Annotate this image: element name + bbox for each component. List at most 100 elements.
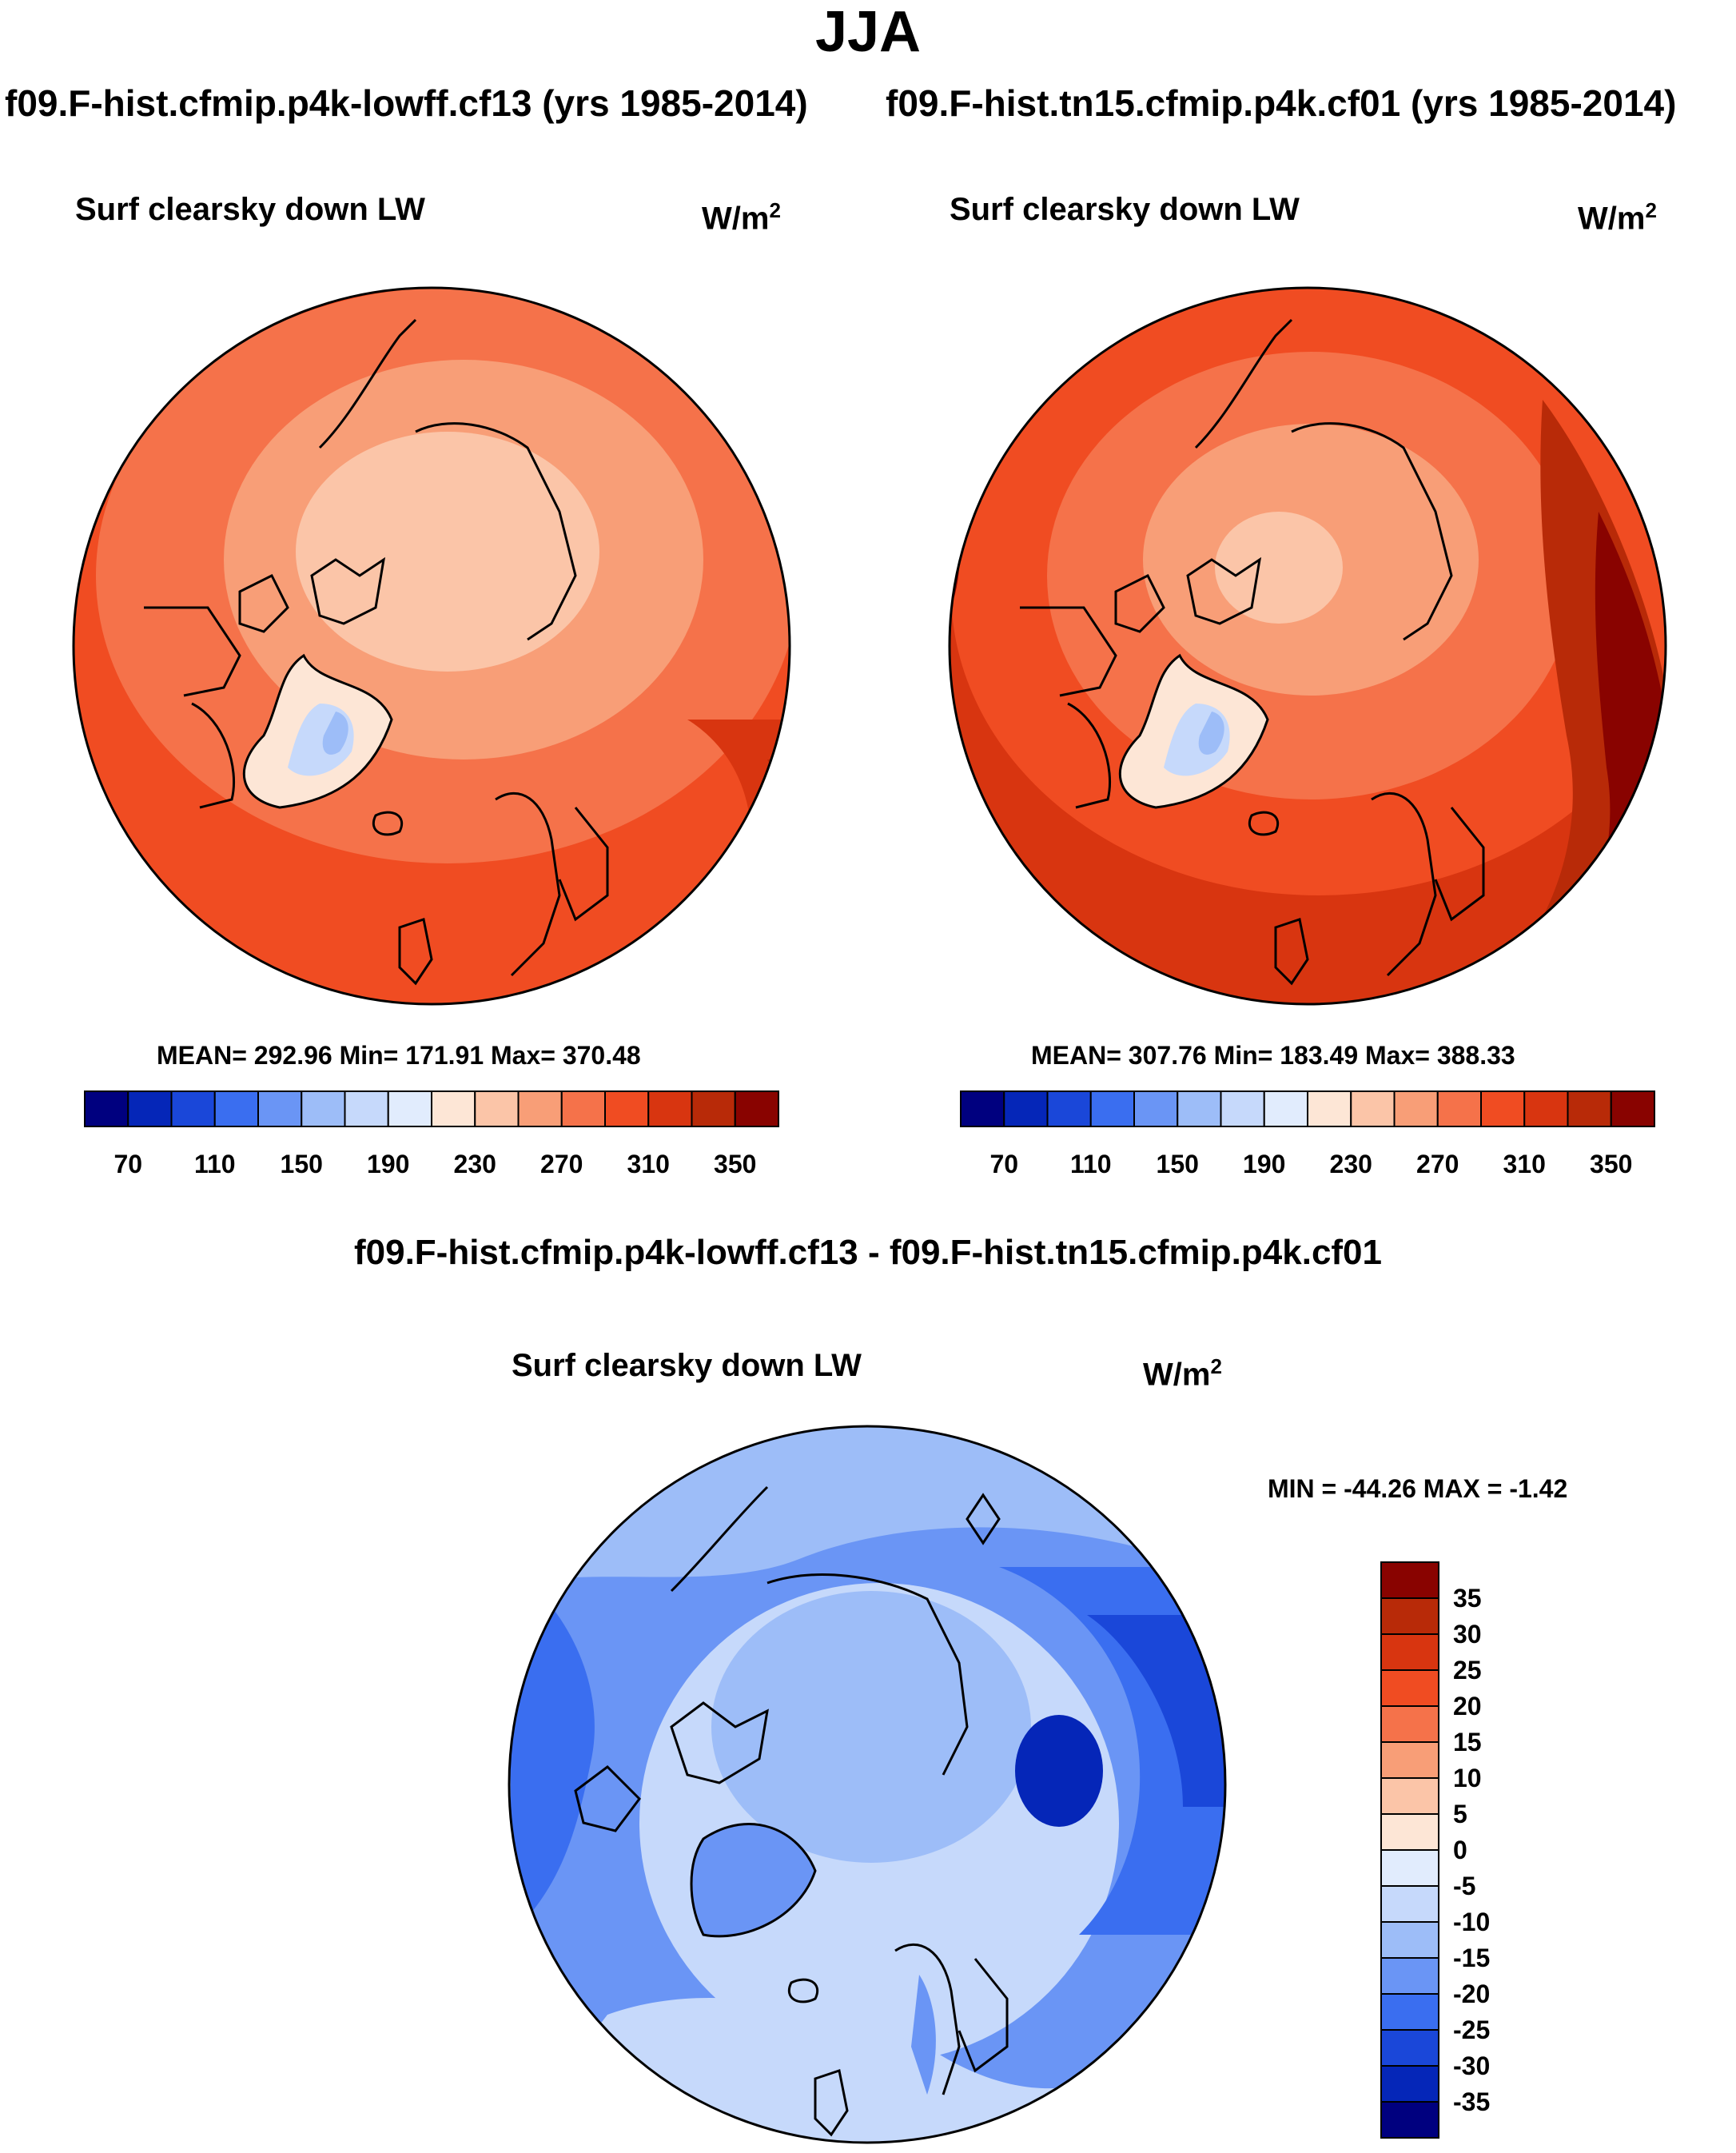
left-colorbar: 70 110 150 190 230 270 310 350	[84, 1090, 779, 1178]
left-colorbar-label: 350	[714, 1150, 756, 1178]
diff-colorbar-box	[1380, 1705, 1439, 1743]
left-colorbar-box	[691, 1090, 736, 1127]
diff-colorbar-box	[1380, 1777, 1439, 1815]
left-colorbar-box	[84, 1090, 129, 1127]
right-colorbar-label: 70	[989, 1150, 1018, 1178]
left-colorbar-box	[647, 1090, 693, 1127]
diff-colorbar-label: 25	[1453, 1656, 1482, 1685]
left-units-base: W/m	[702, 201, 770, 237]
left-colorbar-box	[517, 1090, 563, 1127]
diff-colorbar-label: -5	[1453, 1872, 1475, 1900]
right-colorbar-box	[1003, 1090, 1049, 1127]
diff-colorbar-box	[1380, 2065, 1439, 2103]
diff-colorbar-label: 15	[1453, 1728, 1482, 1756]
left-colorbar-box	[344, 1090, 389, 1127]
diff-colorbar-box	[1380, 1957, 1439, 1995]
right-colorbar-label: 270	[1416, 1150, 1459, 1178]
diff-colorbar-box	[1380, 1813, 1439, 1851]
left-colorbar-box	[301, 1090, 346, 1127]
diff-units: W/m2	[1143, 1354, 1222, 1393]
left-colorbar-box	[127, 1090, 173, 1127]
diff-polar-map	[508, 1425, 1227, 2144]
right-colorbar-box	[1307, 1090, 1352, 1127]
left-colorbar-label: 270	[540, 1150, 583, 1178]
left-colorbar-box	[604, 1090, 650, 1127]
diff-colorbar-box	[1380, 1741, 1439, 1779]
right-colorbar-box	[1263, 1090, 1308, 1127]
right-colorbar-box	[1523, 1090, 1569, 1127]
diff-colorbar-label: -35	[1453, 2087, 1490, 2116]
right-variable-title: Surf clearsky down LW	[950, 192, 1300, 227]
right-colorbar-box	[1436, 1090, 1482, 1127]
right-colorbar-label: 110	[1070, 1150, 1112, 1178]
diff-colorbar: 35 30 25 20 15 10 5 0 -5 -10 -15 -20 -25 -30 -35	[1380, 1561, 1490, 2139]
diff-colorbar-label: 0	[1453, 1836, 1467, 1864]
left-units-exp: 2	[769, 198, 781, 222]
diff-colorbar-label: -30	[1453, 2051, 1490, 2080]
right-colorbar-box	[1350, 1090, 1396, 1127]
diff-colorbar-label: 20	[1453, 1692, 1482, 1720]
diff-colorbar-box	[1380, 1993, 1439, 2031]
diff-colorbar-box	[1380, 1921, 1439, 1959]
right-colorbar-label: 150	[1157, 1150, 1199, 1178]
diff-stats: MIN = -44.26 MAX = -1.42	[1268, 1474, 1568, 1503]
left-variable-title: Surf clearsky down LW	[75, 192, 425, 227]
left-colorbar-label: 150	[281, 1150, 323, 1178]
left-colorbar-label: 230	[454, 1150, 496, 1178]
diff-case-title: f09.F-hist.cfmip.p4k-lowff.cf13 - f09.F-…	[353, 1233, 1383, 1272]
main-title: JJA	[814, 0, 922, 64]
left-colorbar-box	[560, 1090, 606, 1127]
right-colorbar-box	[1046, 1090, 1092, 1127]
left-colorbar-box	[170, 1090, 216, 1127]
left-colorbar-box	[213, 1090, 259, 1127]
diff-colorbar-label: 35	[1453, 1584, 1482, 1613]
diff-units-base: W/m	[1143, 1357, 1211, 1393]
right-colorbar-box	[1610, 1090, 1655, 1127]
diff-colorbar-label: 5	[1453, 1800, 1467, 1828]
left-stats: MEAN= 292.96 Min= 171.91 Max= 370.48	[157, 1041, 641, 1070]
right-colorbar-label: 190	[1243, 1150, 1285, 1178]
right-map-boundary	[948, 286, 1667, 1006]
diff-colorbar-box	[1380, 2101, 1439, 2139]
right-stats: MEAN= 307.76 Min= 183.49 Max= 388.33	[1031, 1041, 1515, 1070]
left-colorbar-label: 310	[627, 1150, 670, 1178]
left-colorbar-box	[431, 1090, 476, 1127]
diff-colorbar-box	[1380, 2029, 1439, 2067]
diff-colorbar-label: -20	[1453, 1980, 1490, 2008]
right-colorbar-label: 230	[1330, 1150, 1372, 1178]
diff-colorbar-box	[1380, 1633, 1439, 1671]
left-colorbar-label: 110	[194, 1150, 236, 1178]
right-colorbar-box	[1177, 1090, 1222, 1127]
diff-colorbar-label: -10	[1453, 1908, 1490, 1936]
left-colorbar-box	[734, 1090, 779, 1127]
diff-colorbar-box	[1380, 1561, 1439, 1599]
right-colorbar-box	[1393, 1090, 1439, 1127]
diff-colorbar-label: 10	[1453, 1764, 1482, 1792]
left-colorbar-label: 190	[367, 1150, 409, 1178]
left-map-boundary	[72, 286, 791, 1006]
right-colorbar-box	[960, 1090, 1005, 1127]
right-colorbar-box	[1089, 1090, 1135, 1127]
right-polar-map	[948, 286, 1667, 1006]
left-units: W/m2	[702, 198, 781, 237]
diff-colorbar-label: 30	[1453, 1620, 1482, 1649]
left-case-title: f09.F-hist.cfmip.p4k-lowff.cf13 (yrs 198…	[5, 82, 808, 124]
diff-colorbar-label: -25	[1453, 2015, 1490, 2044]
right-colorbar-box	[1133, 1090, 1179, 1127]
diff-colorbar-box	[1380, 1669, 1439, 1707]
right-colorbar-label: 310	[1503, 1150, 1546, 1178]
diff-units-exp: 2	[1210, 1354, 1222, 1378]
right-colorbar-box	[1480, 1090, 1526, 1127]
right-colorbar: 70 110 150 190 230 270 310 350	[960, 1090, 1655, 1178]
left-colorbar-box	[387, 1090, 432, 1127]
right-colorbar-box	[1220, 1090, 1265, 1127]
diff-colorbar-box	[1380, 1885, 1439, 1923]
right-units-base: W/m	[1578, 201, 1646, 237]
diff-colorbar-box	[1380, 1597, 1439, 1635]
left-colorbar-box	[257, 1090, 303, 1127]
right-colorbar-box	[1567, 1090, 1612, 1127]
diff-variable-title: Surf clearsky down LW	[512, 1348, 862, 1383]
left-polar-map	[72, 286, 791, 1006]
diff-colorbar-box	[1380, 1849, 1439, 1887]
